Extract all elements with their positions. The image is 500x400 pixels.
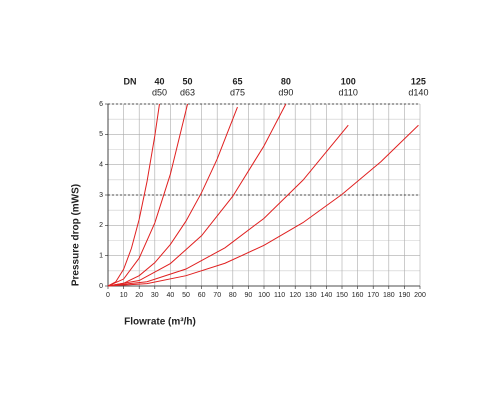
x-tick-label: 170 [367, 292, 379, 299]
x-tick-label: 90 [245, 292, 253, 299]
x-tick-label: 120 [289, 292, 301, 299]
series-label: 80 [281, 76, 291, 86]
y-axis-title: Pressure drop (mWS) [71, 184, 82, 286]
x-tick-label: 40 [167, 292, 175, 299]
series-line [107, 124, 349, 287]
y-tick-label: 1 [99, 253, 103, 260]
x-tick-label: 150 [336, 292, 348, 299]
series-line [107, 103, 189, 287]
series-sublabel: d140 [408, 87, 428, 97]
series-sublabel: d75 [230, 87, 245, 97]
x-tick-label: 130 [305, 292, 317, 299]
series-line [107, 103, 287, 287]
x-tick-label: 140 [321, 292, 333, 299]
x-tick-label: 60 [198, 292, 206, 299]
y-tick-label: 6 [99, 101, 103, 108]
legend-title: DN [124, 76, 137, 86]
series-sublabel: d110 [339, 87, 358, 97]
series-line [107, 106, 238, 287]
series-line [107, 124, 419, 287]
y-tick-label: 5 [99, 131, 103, 138]
x-tick-label: 80 [229, 292, 237, 299]
series-sublabel: d90 [278, 87, 293, 97]
y-tick-label: 2 [99, 222, 103, 229]
x-tick-label: 200 [414, 292, 426, 299]
x-tick-label: 180 [383, 292, 395, 299]
x-tick-label: 190 [399, 292, 411, 299]
series-label: 100 [341, 76, 356, 86]
x-tick-label: 70 [213, 292, 221, 299]
x-tick-label: 50 [182, 292, 190, 299]
x-axis-title: Flowrate (m³/h) [124, 317, 196, 328]
x-tick-label: 20 [135, 292, 143, 299]
y-tick-label: 0 [99, 283, 103, 290]
series-label: 65 [232, 76, 242, 86]
series-label: 50 [183, 76, 193, 86]
x-tick-label: 0 [106, 292, 110, 299]
x-tick-label: 110 [274, 292, 285, 299]
series-sublabel: d50 [152, 87, 167, 97]
series-line [107, 103, 160, 287]
series-sublabel: d63 [180, 87, 195, 97]
series-label: 125 [411, 76, 426, 86]
x-tick-label: 100 [258, 292, 270, 299]
series-label: 40 [154, 76, 164, 86]
y-tick-label: 3 [99, 192, 103, 199]
x-tick-label: 10 [120, 292, 128, 299]
x-tick-label: 160 [352, 292, 364, 299]
y-tick-label: 4 [99, 162, 103, 169]
x-tick-label: 30 [151, 292, 159, 299]
